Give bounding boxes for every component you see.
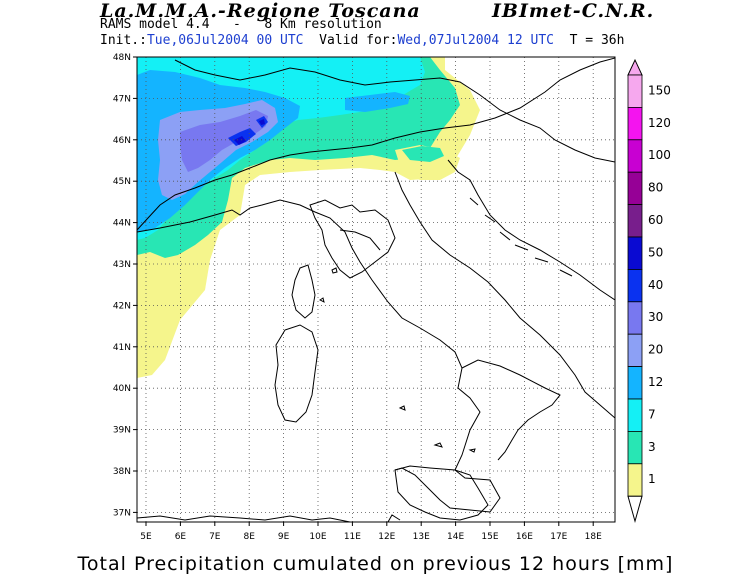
lon-tick-label: 15E: [481, 532, 498, 542]
precip-fields: [137, 57, 480, 378]
adriatic-coast: [394, 159, 615, 419]
valid-label: Valid for:: [319, 33, 398, 48]
colorbar-swatch: [627, 139, 643, 173]
colorbar-level-label: 120: [648, 116, 671, 130]
init-value: Tue,06Jul2004 00 UTC: [146, 33, 304, 48]
colorbar-swatch: [627, 171, 643, 205]
colorbar-level-label: 30: [648, 310, 663, 324]
colorbar-level-label: 12: [648, 375, 663, 389]
lat-tick-label: 39N: [113, 426, 131, 436]
colorbar-level-label: 7: [648, 407, 656, 421]
colorbar-swatch: [627, 366, 643, 400]
colorbar-swatch: [627, 268, 643, 303]
precip-area-50mm: [234, 136, 246, 145]
model-info: RAMS model 4.4 - 8 Km resolution: [100, 17, 382, 32]
valid-value: Wed,07Jul2004 12 UTC: [397, 33, 554, 48]
lon-tick-label: 16E: [516, 532, 533, 542]
coastlines: [137, 57, 615, 522]
run-info: Init.:Tue,06Jul2004 00 UTC Valid for:Wed…: [100, 33, 624, 48]
colorbar-swatch: [627, 333, 643, 368]
lat-tick-label: 38N: [113, 467, 131, 477]
colorbar-swatch: [627, 398, 643, 432]
colorbar-swatch: [627, 236, 643, 270]
lat-tick-label: 48N: [113, 53, 131, 63]
colorbar-level-label: 100: [648, 148, 671, 162]
colorbar-top-arrow: [627, 58, 643, 76]
lat-tick-label: 37N: [113, 508, 131, 518]
colorbar-level-label: 1: [648, 472, 656, 486]
lat-tick-label: 43N: [113, 260, 131, 270]
lat-tick-label: 45N: [113, 177, 131, 187]
sicily: [394, 465, 489, 521]
agency-title: La.M.M.A.-Regione Toscana: [100, 0, 421, 22]
forecast-time: T = 36h: [569, 33, 625, 48]
precip-area-12mm-east: [345, 92, 410, 112]
lat-tick-label: 41N: [113, 343, 131, 353]
lon-tick-label: 8E: [243, 532, 255, 542]
regions-tuscany: [309, 199, 396, 279]
product-title: Total Precipitation cumulated on previou…: [77, 553, 674, 575]
colorbar-swatch: [627, 74, 643, 108]
colorbar-swatch: [627, 463, 643, 497]
map-frame: [136, 56, 616, 523]
institute-title: IBImet-C.N.R.: [492, 0, 655, 22]
colorbar-swatch: [627, 204, 643, 238]
graticule: [137, 57, 615, 522]
colorbar-bottom-arrow: [627, 495, 643, 524]
precip-colorbar: 150 120 100 80 60 50 40 30 20 12 7 3 1: [627, 58, 671, 524]
lon-tick-label: 18E: [585, 532, 602, 542]
colorbar-swatch: [627, 430, 643, 465]
lon-tick-label: 10E: [309, 532, 326, 542]
north-africa-coast: [137, 514, 401, 522]
lon-tick-label: 6E: [175, 532, 187, 542]
sardinia: [274, 324, 319, 423]
lon-tick-label: 14E: [447, 532, 464, 542]
lon-tick-label: 7E: [209, 532, 221, 542]
latitude-labels: 48N 47N 46N 45N 44N 43N 42N 41N 40N 39N 38N 37N: [113, 53, 137, 518]
croatia-islands: [469, 197, 573, 277]
colorbar-level-label: 20: [648, 343, 663, 357]
lon-tick-label: 9E: [278, 532, 290, 542]
lon-tick-label: 11E: [344, 532, 361, 542]
lon-tick-label: 5E: [140, 532, 152, 542]
colorbar-swatch: [627, 301, 643, 335]
precip-area-3mm-adriatic: [402, 146, 444, 162]
longitude-labels: 5E 6E 7E 8E 9E 10E 11E 12E 13E 14E 15E 16E 17E 18E: [140, 522, 602, 542]
colorbar-level-label: 80: [648, 181, 663, 195]
lat-tick-label: 47N: [113, 94, 131, 104]
corsica: [291, 264, 316, 319]
colorbar-level-label: 150: [648, 83, 671, 97]
precip-area-50mm-b: [259, 119, 265, 125]
lon-tick-label: 12E: [378, 532, 395, 542]
lat-tick-label: 46N: [113, 136, 131, 146]
lon-tick-label: 13E: [413, 532, 430, 542]
lat-tick-label: 44N: [113, 219, 131, 229]
colorbar-level-label: 3: [648, 440, 656, 454]
lat-tick-label: 40N: [113, 384, 131, 394]
init-label: Init.:: [100, 33, 147, 48]
lat-tick-label: 42N: [113, 301, 131, 311]
precip-area-30mm: [180, 110, 268, 172]
lon-tick-label: 17E: [550, 532, 567, 542]
colorbar-level-label: 40: [648, 278, 663, 292]
elba-islands: [319, 267, 476, 453]
colorbar-swatch: [627, 107, 643, 141]
colorbar-level-label: 50: [648, 245, 663, 259]
alps-borders: [137, 57, 615, 231]
italy-coastline: [137, 199, 561, 513]
colorbar-level-label: 60: [648, 213, 663, 227]
